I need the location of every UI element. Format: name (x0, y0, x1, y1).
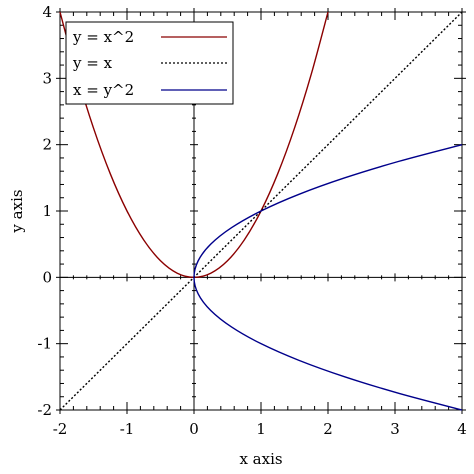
legend-label-y-eq-x: y = x (72, 54, 113, 72)
minor-ticks (60, 12, 462, 410)
legend-label-x-eq-y2: x = y^2 (73, 81, 134, 99)
legend: y = x^2 y = x x = y^2 (65, 21, 234, 105)
y-tick-label: -1 (37, 335, 52, 353)
x-tick-label: -2 (53, 420, 68, 438)
series-line-x-y-2 (193, 143, 463, 411)
y-tick-label: 4 (42, 3, 52, 21)
x-tick-label: -1 (120, 420, 135, 438)
y-tick-label: 3 (42, 69, 52, 87)
x-tick-label: 0 (189, 420, 199, 438)
y-axis-title: y axis (8, 189, 26, 233)
y-tick-label: 2 (42, 136, 52, 154)
x-axis-title: x axis (239, 450, 282, 468)
y-tick-label: 0 (42, 268, 52, 286)
x-tick-label: 2 (323, 420, 333, 438)
y-tick-label: 1 (42, 202, 52, 220)
y-tick-label: -2 (37, 401, 52, 419)
tick-labels: -2 -1 0 1 2 3 4 -2 -1 0 1 2 3 4 (37, 3, 466, 438)
series-layer (59, 11, 463, 411)
x-tick-label: 4 (457, 420, 467, 438)
x-tick-label: 3 (390, 420, 400, 438)
x-tick-label: 1 (256, 420, 266, 438)
legend-label-y-eq-x2: y = x^2 (72, 28, 134, 46)
